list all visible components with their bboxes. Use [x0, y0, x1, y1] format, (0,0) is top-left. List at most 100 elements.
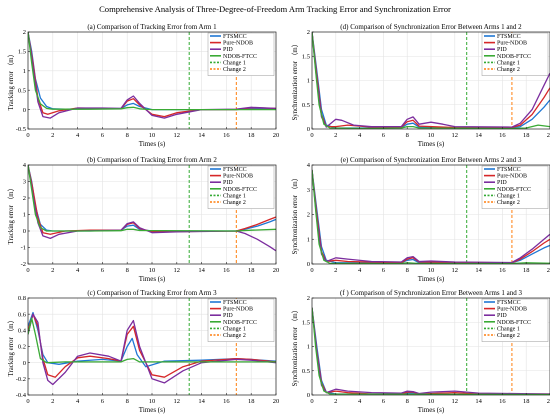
- y-tick-label: 0.6: [18, 311, 27, 318]
- y-tick-label: 0: [307, 392, 310, 399]
- x-tick-label: 4: [358, 267, 362, 274]
- legend-label: Change 2: [223, 67, 246, 73]
- x-tick-label: 4: [76, 398, 80, 405]
- y-tick-label: 2: [23, 29, 26, 36]
- x-tick-label: 0: [26, 398, 29, 405]
- x-tick-label: 6: [382, 398, 386, 405]
- x-tick-label: 2: [334, 132, 337, 139]
- y-tick-label: 3: [307, 187, 310, 194]
- x-tick-label: 14: [198, 267, 205, 274]
- x-tick-label: 2: [334, 398, 337, 405]
- y-tick-label: 0: [307, 261, 310, 268]
- legend-label: Change 1: [223, 326, 246, 332]
- y-tick-label: 1.5: [18, 49, 26, 56]
- legend: FTSMCCPure-NDOBPIDNDOB-FTCCChange 1Chang…: [208, 166, 274, 209]
- x-tick-label: 12: [452, 267, 459, 274]
- legend-label: NDOB-FTCC: [223, 54, 257, 60]
- panel-5: 0 2 4 6 8 10 12 14 16 18 20-0.4-0.200.20.40.60.8(c…: [7, 289, 279, 414]
- x-tick-label: 20: [273, 398, 280, 405]
- y-tick-label: 0.8: [18, 295, 26, 302]
- x-tick-label: 2: [51, 132, 54, 139]
- x-tick-label: 12: [174, 267, 181, 274]
- legend-label: PID: [223, 180, 233, 186]
- legend-label: NDOB-FTCC: [497, 54, 531, 60]
- x-tick-label: 0: [310, 398, 313, 405]
- panel-4: 0246810121416182001234(e) Comparison of …: [291, 156, 550, 283]
- legend-label: Pure-NDOB: [223, 41, 253, 47]
- y-tick-label: 1.5: [302, 319, 310, 326]
- panel-1: 0 2 4 6 8 10 12 14 16 18 20-0.500.511.52(a) Compar…: [7, 23, 279, 148]
- y-tick-label: 0: [23, 360, 26, 367]
- panel-title: (d) Comparison of Synchronization Error …: [340, 23, 522, 31]
- y-tick-label: -0.5: [16, 126, 26, 133]
- legend-label: Pure-NDOB: [223, 174, 253, 180]
- x-tick-label: 14: [475, 267, 482, 274]
- panel-title: (e) Comparison of Synchronization Error …: [341, 156, 522, 164]
- y-tick-label: 0.2: [18, 344, 26, 351]
- x-tick-label: 2: [51, 267, 54, 274]
- y-axis-label: Tracking error （m）: [7, 185, 15, 245]
- legend-label: NDOB-FTCC: [223, 320, 257, 326]
- x-tick-label: 6: [101, 267, 105, 274]
- y-tick-label: 0: [307, 126, 310, 133]
- legend-label: PID: [223, 47, 233, 53]
- x-axis-label: Times (s): [139, 275, 166, 283]
- legend-label: Change 2: [223, 200, 246, 206]
- y-tick-label: -1: [21, 245, 26, 252]
- panel-title: (a) Comparison of Tracking Error from Ar…: [87, 23, 217, 31]
- x-tick-label: 0: [26, 132, 29, 139]
- y-tick-label: 2: [307, 295, 310, 302]
- legend-label: Change 1: [223, 60, 246, 66]
- legend-label: Change 2: [497, 67, 520, 73]
- legend-label: PID: [223, 313, 233, 319]
- legend-label: FTSMCC: [223, 300, 247, 306]
- x-tick-label: 4: [76, 267, 80, 274]
- x-tick-label: 10: [149, 132, 156, 139]
- y-tick-label: -0.2: [16, 376, 26, 383]
- x-tick-label: 6: [101, 398, 105, 405]
- y-axis-label: Tracking error （m）: [7, 317, 15, 377]
- x-tick-label: 16: [223, 267, 230, 274]
- legend-label: Change 1: [497, 326, 520, 332]
- legend-label: Change 2: [223, 333, 246, 339]
- x-tick-label: 18: [523, 267, 530, 274]
- x-tick-label: 8: [406, 398, 409, 405]
- y-tick-label: 2: [307, 212, 310, 219]
- y-axis-label: Tracking error （m）: [7, 51, 15, 111]
- x-tick-label: 16: [499, 267, 506, 274]
- legend-label: Pure-NDOB: [497, 174, 527, 180]
- x-tick-label: 16: [223, 398, 230, 405]
- x-tick-label: 0: [310, 132, 313, 139]
- panel-title: (f ) Comparison of Synchronization Error…: [340, 289, 522, 297]
- legend-label: FTSMCC: [223, 167, 247, 173]
- x-tick-label: 2: [51, 398, 54, 405]
- y-tick-label: 2: [23, 195, 26, 202]
- legend-label: Pure-NDOB: [497, 307, 527, 313]
- x-tick-label: 10: [428, 132, 435, 139]
- legend: FTSMCCPure-NDOBPIDNDOB-FTCCChange 1Chang…: [482, 299, 548, 342]
- x-tick-label: 0: [26, 267, 29, 274]
- x-tick-label: 18: [248, 398, 255, 405]
- legend-label: NDOB-FTCC: [223, 187, 257, 193]
- panel-6: 0 2 4 6 8 10 12 14 16 18 20 0 0.5 1 1.5 2 (f ) Compariso…: [291, 289, 550, 414]
- x-tick-label: 10: [428, 267, 435, 274]
- x-tick-label: 8: [126, 132, 129, 139]
- x-tick-label: 16: [499, 398, 506, 405]
- y-tick-label: 0: [23, 228, 26, 235]
- x-tick-label: 6: [382, 132, 386, 139]
- legend-label: NDOB-FTCC: [497, 320, 531, 326]
- legend-label: Pure-NDOB: [497, 41, 527, 47]
- y-tick-label: 1: [307, 236, 310, 243]
- legend-label: PID: [497, 313, 507, 319]
- legend-label: FTSMCC: [497, 300, 521, 306]
- x-tick-label: 20: [273, 267, 280, 274]
- y-axis-label: Synchronization error （m）: [291, 174, 299, 254]
- legend-label: Change 1: [223, 193, 246, 199]
- x-tick-label: 10: [428, 398, 435, 405]
- y-tick-label: 0.5: [302, 368, 310, 375]
- y-tick-label: 0.5: [18, 87, 26, 94]
- x-tick-label: 18: [523, 132, 530, 139]
- legend-label: Change 2: [497, 200, 520, 206]
